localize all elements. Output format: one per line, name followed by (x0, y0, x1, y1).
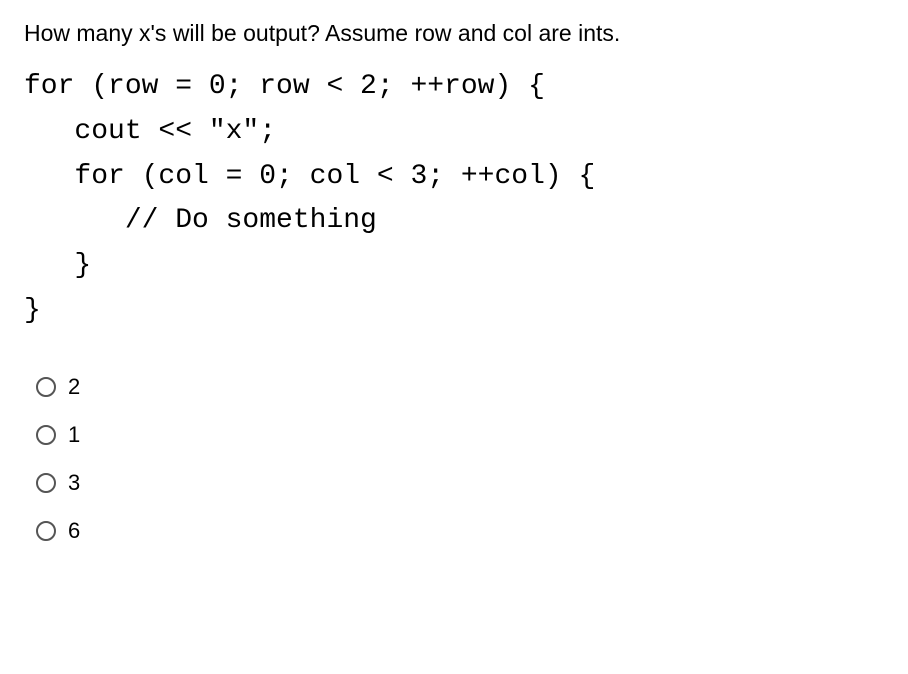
option-row-3[interactable]: 6 (36, 518, 884, 544)
radio-icon[interactable] (36, 473, 56, 493)
code-line-6: } (24, 295, 41, 326)
code-line-3: for (col = 0; col < 3; ++col) { (24, 161, 595, 192)
option-label: 6 (68, 518, 80, 544)
code-line-5: } (24, 250, 91, 281)
option-label: 2 (68, 374, 80, 400)
option-label: 3 (68, 470, 80, 496)
option-row-1[interactable]: 1 (36, 422, 884, 448)
code-line-4: // Do something (24, 205, 377, 236)
radio-icon[interactable] (36, 425, 56, 445)
option-row-0[interactable]: 2 (36, 374, 884, 400)
code-line-1: for (row = 0; row < 2; ++row) { (24, 71, 545, 102)
radio-icon[interactable] (36, 377, 56, 397)
radio-icon[interactable] (36, 521, 56, 541)
option-label: 1 (68, 422, 80, 448)
option-row-2[interactable]: 3 (36, 470, 884, 496)
code-block: for (row = 0; row < 2; ++row) { cout << … (24, 65, 884, 334)
question-text: How many x's will be output? Assume row … (24, 20, 884, 47)
options-group: 2 1 3 6 (24, 374, 884, 544)
code-line-2: cout << "x"; (24, 116, 276, 147)
